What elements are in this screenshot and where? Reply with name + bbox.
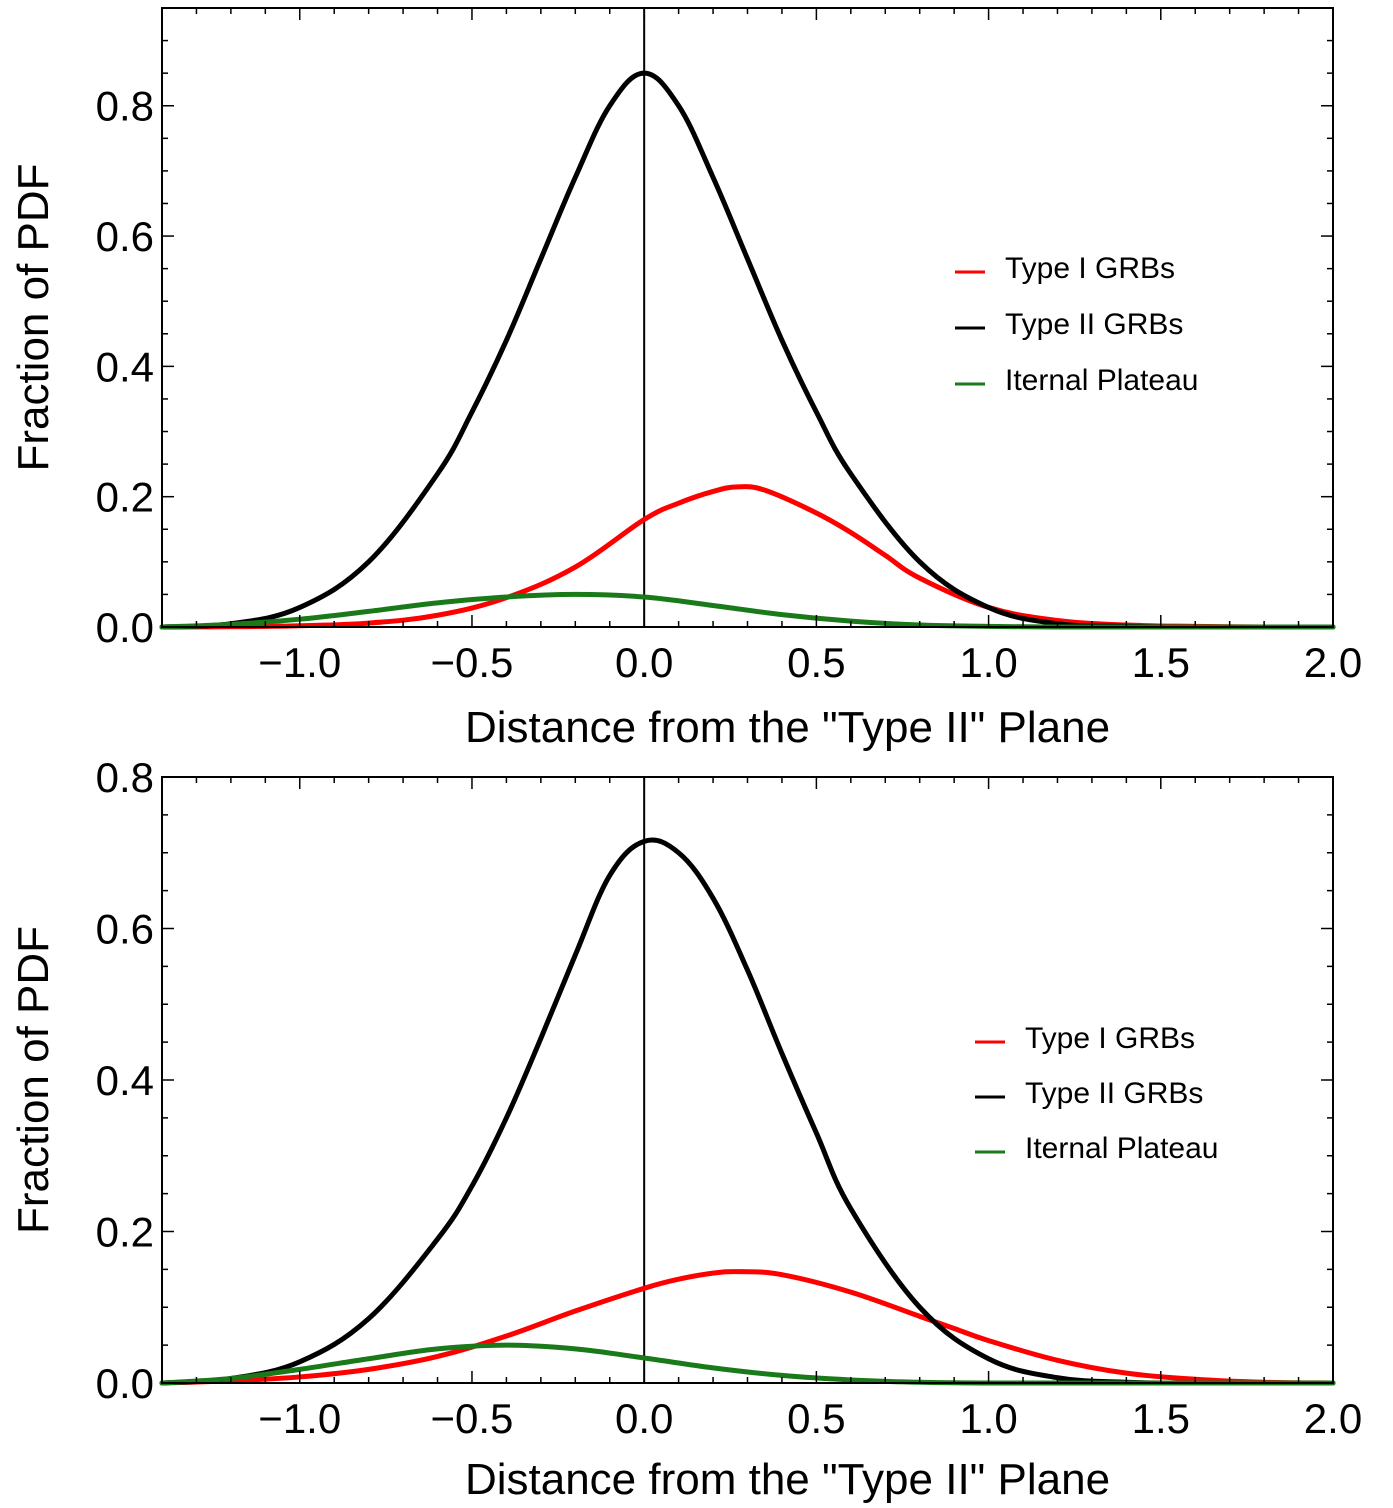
x-tick-label: −0.5: [431, 639, 514, 686]
y-tick-label: 0.6: [96, 906, 154, 953]
y-tick-label: 0.0: [96, 1360, 154, 1407]
y-tick-label: 0.2: [96, 1209, 154, 1256]
legend-label-type-ii: Type II GRBs: [1025, 1077, 1203, 1110]
x-tick-label: 0.5: [787, 1395, 845, 1442]
series-line-type-ii: [159, 70, 1336, 630]
y-tick-label: 0.8: [96, 83, 154, 130]
legend-label-type-ii: Type II GRBs: [1005, 308, 1183, 341]
y-tick-label: 0.0: [96, 604, 154, 651]
x-tick-label: 2.0: [1304, 639, 1362, 686]
x-tick-label: 0.0: [615, 639, 673, 686]
top-chart-panel: −1.0 −0.5 0.0 0.5 1.0 1.5 2.0 0.0 0.2 0.4 0.6 0.8 D…: [9, 7, 1362, 752]
x-tick-label: 2.0: [1304, 1395, 1362, 1442]
x-axis-title: Distance from the "Type II" Plane: [465, 703, 1110, 752]
y-tick-label: 0.6: [96, 213, 154, 260]
y-tick-label: 0.8: [96, 754, 154, 801]
series-line-type-ii: [159, 837, 1336, 1386]
x-tick-label: −1.0: [258, 1395, 341, 1442]
x-tick-label: 1.5: [1132, 639, 1190, 686]
legend-label-type-i: Type I GRBs: [1005, 252, 1175, 285]
x-tick-label: 0.5: [787, 639, 845, 686]
x-axis-title: Distance from the "Type II" Plane: [465, 1455, 1110, 1504]
series-line-type-i: [159, 1269, 1336, 1386]
bottom-chart-panel: −1.0 −0.5 0.0 0.5 1.0 1.5 2.0 0.0 0.2 0.4 0.6 0.8 D…: [9, 754, 1362, 1504]
x-tick-label: 0.0: [615, 1395, 673, 1442]
legend-label-plateau: Iternal Plateau: [1025, 1132, 1218, 1165]
y-tick-label: 0.4: [96, 343, 154, 390]
legend: Type I GRBs Type II GRBs Iternal Plateau: [955, 252, 1198, 397]
x-tick-label: 1.0: [959, 639, 1017, 686]
x-tick-label: 1.5: [1132, 1395, 1190, 1442]
y-tick-label: 0.2: [96, 474, 154, 521]
x-tick-label: −0.5: [431, 1395, 514, 1442]
series-line-type-i: [159, 484, 1336, 630]
legend-label-type-i: Type I GRBs: [1025, 1022, 1195, 1055]
legend-label-plateau: Iternal Plateau: [1005, 364, 1198, 397]
legend: Type I GRBs Type II GRBs Iternal Plateau: [975, 1022, 1218, 1165]
y-axis-title: Fraction of PDF: [9, 926, 58, 1234]
y-tick-label: 0.4: [96, 1057, 154, 1104]
y-axis-title: Fraction of PDF: [9, 163, 58, 471]
x-tick-label: 1.0: [959, 1395, 1017, 1442]
x-tick-label: −1.0: [258, 639, 341, 686]
